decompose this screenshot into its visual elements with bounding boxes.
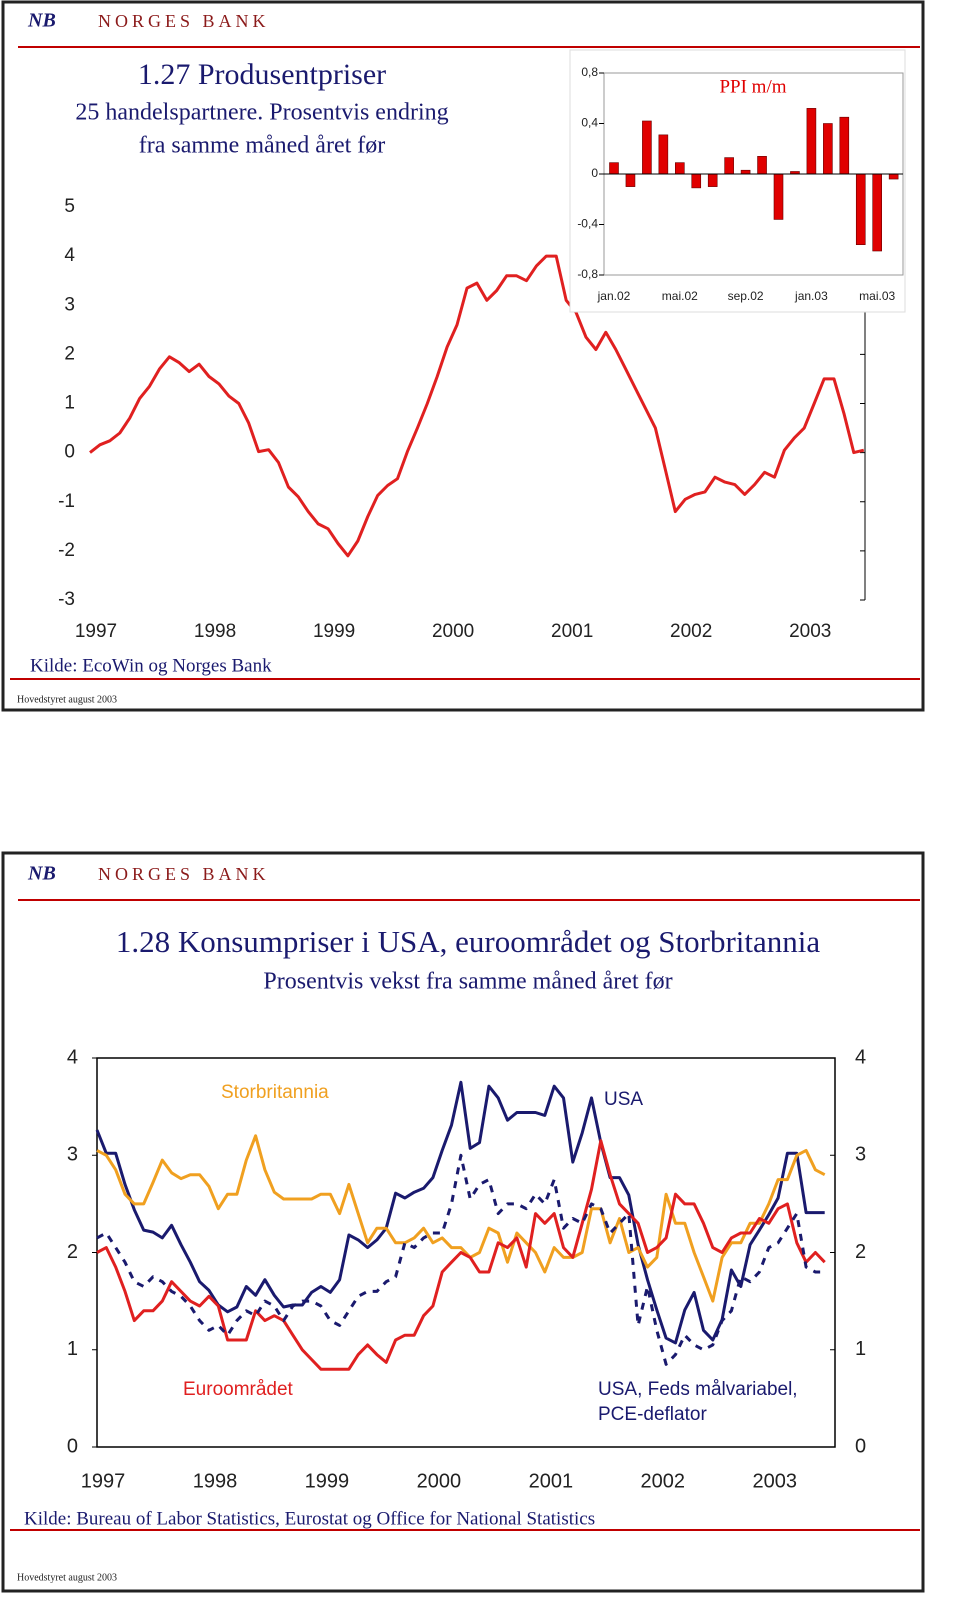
x-tick-label: 1998 [194, 621, 236, 642]
bar [691, 173, 702, 189]
footer: Hovedstyret august 2003 [17, 1572, 117, 1583]
x-tick-label: 1999 [313, 621, 355, 642]
bar [872, 173, 883, 252]
y2-tick-label: 4 [855, 1046, 866, 1068]
x-tick-label: 2000 [432, 621, 474, 642]
bar [642, 120, 652, 175]
y-tick-label: 4 [64, 245, 75, 266]
y-tick-label: 0 [591, 166, 598, 180]
legend-label: Euroområdet [183, 1379, 293, 1400]
bar [707, 173, 718, 187]
logo-mark: NB [27, 863, 56, 885]
x-tick-label: 1999 [305, 1470, 350, 1492]
x-tick-label: sep.02 [728, 289, 764, 303]
bar [724, 157, 734, 175]
y-tick-label: -0,4 [577, 217, 598, 231]
line [96, 1134, 826, 1303]
y-tick-label: 4 [67, 1046, 78, 1068]
x-tick-label: 1997 [81, 1470, 126, 1492]
x-tick-label: 1997 [75, 621, 117, 642]
legend-label: USA [604, 1089, 644, 1110]
x-tick-label: mai.03 [859, 289, 895, 303]
y-tick-label: -0,8 [577, 267, 598, 281]
x-tick-label: 2002 [670, 621, 712, 642]
line [89, 254, 865, 558]
y2-tick-label: 0 [855, 1435, 866, 1457]
y-tick-label: 2 [64, 343, 75, 364]
x-tick-label: 2001 [551, 621, 593, 642]
bar [757, 156, 767, 175]
y2-tick-label: 2 [855, 1241, 866, 1263]
chart-subtitle: fra samme måned året før [139, 133, 386, 159]
y-tick-label: 0,4 [581, 116, 598, 130]
bar [888, 173, 899, 180]
x-tick-label: mai.02 [662, 289, 698, 303]
x-tick-label: 2002 [641, 1470, 686, 1492]
y2-tick-label: 1 [855, 1338, 866, 1360]
legend-label: USA, Feds målvariabel, PCE-deflator [598, 1379, 798, 1425]
y-tick-label: 1 [67, 1338, 78, 1360]
cpi-chart: 0 1 2 3 4 0 1 2 3 4 1997 1998 1999 2000 2001 2002 2003 [67, 1046, 866, 1492]
y2-tick-label: 3 [855, 1144, 866, 1166]
logo: NORGES BANK [98, 11, 270, 31]
x-tick-label: jan.03 [794, 289, 828, 303]
chart-title: 1.28 Konsumpriser i USA, euroområdet og … [116, 924, 821, 959]
bar [740, 169, 751, 175]
y-tick-label: 0 [67, 1435, 78, 1457]
bar [806, 108, 817, 175]
bar [839, 116, 850, 175]
y-tick-label: 3 [64, 294, 75, 315]
y-tick-label: 0,8 [581, 65, 598, 79]
y-tick-label: 3 [67, 1144, 78, 1166]
y-tick-label: 1 [64, 393, 75, 414]
bar [658, 134, 669, 175]
y-tick-label: -1 [58, 491, 75, 512]
y-tick-label: 5 [64, 196, 75, 217]
y-tick-label: -2 [58, 540, 75, 561]
y-tick-label: 0 [64, 442, 75, 463]
x-tick-label: 2001 [529, 1470, 574, 1492]
source: Kilde: Bureau of Labor Statistics, Euros… [24, 1508, 595, 1529]
footer: Hovedstyret august 2003 [17, 694, 117, 705]
chart-title: 1.27 Produsentpriser [138, 58, 386, 91]
bar [855, 173, 866, 245]
x-tick-label: jan.02 [597, 289, 631, 303]
bar [609, 162, 619, 175]
source: Kilde: EcoWin og Norges Bank [30, 655, 272, 676]
x-tick-label: 2000 [417, 1470, 462, 1492]
bar [625, 173, 636, 187]
inset-title: PPI m/m [719, 76, 786, 97]
bar [674, 162, 685, 175]
bar [773, 173, 784, 220]
x-tick-label: 2003 [789, 621, 831, 642]
line [96, 1153, 825, 1366]
main-chart: -3 -2 -1 0 1 2 3 4 5 1997 1998 1999 2000 2001 2002 2003 [58, 177, 866, 642]
chart-subtitle: 25 handelspartnere. Prosentvis endring [75, 100, 448, 126]
y-tick-label: 2 [67, 1241, 78, 1263]
chart-subtitle: Prosentvis vekst fra samme måned året fø… [263, 969, 672, 995]
logo-mark: NB [27, 10, 56, 32]
logo: NORGES BANK [98, 864, 270, 884]
x-tick-label: 2003 [753, 1470, 798, 1492]
y-tick-label: -3 [58, 589, 75, 610]
line [96, 1139, 826, 1371]
bar [823, 123, 833, 175]
x-tick-label: 1998 [193, 1470, 238, 1492]
inset-chart: -0,8 -0,4 0 0,4 0,8 jan.02 mai.02 sep.02 jan.03 m… [577, 65, 904, 303]
legend-label: Storbritannia [221, 1082, 329, 1103]
